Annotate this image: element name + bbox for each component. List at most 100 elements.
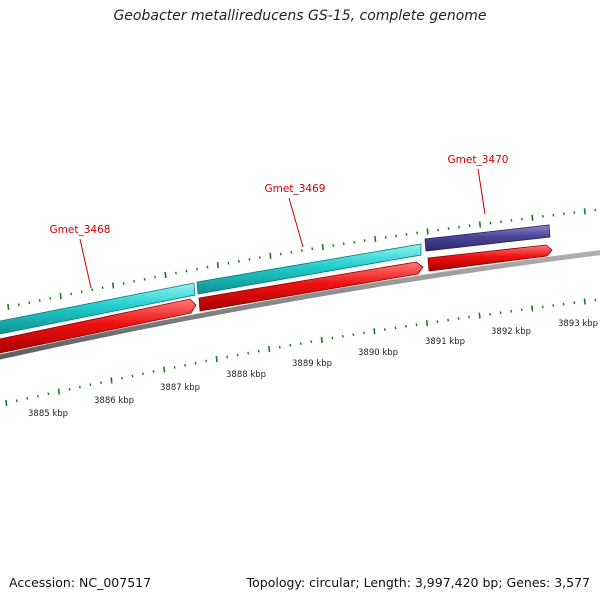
minor-tick	[541, 305, 544, 309]
major-tick	[583, 208, 586, 215]
genome-summary-text: Topology: circular; Length: 3,997,420 bp…	[246, 575, 590, 590]
minor-tick	[101, 286, 104, 289]
kbp-label: 3892 kbp	[491, 327, 531, 337]
minor-tick	[28, 301, 31, 305]
minor-tick	[47, 392, 50, 396]
minor-tick	[341, 334, 344, 338]
minor-tick	[227, 261, 230, 265]
minor-tick	[311, 247, 314, 251]
minor-tick	[510, 218, 513, 222]
minor-tick	[552, 213, 555, 217]
major-tick	[269, 252, 272, 259]
minor-tick	[468, 315, 471, 319]
minor-tick	[121, 376, 123, 380]
gene-track	[0, 244, 553, 354]
minor-tick	[196, 267, 198, 271]
minor-tick	[562, 302, 565, 306]
gene-arrow-gmet-3469[interactable]	[198, 261, 424, 312]
major-tick	[425, 320, 429, 327]
minor-tick	[185, 269, 188, 273]
major-tick	[373, 328, 376, 335]
minor-tick	[594, 298, 597, 302]
minor-tick	[489, 221, 492, 225]
minor-tick	[91, 288, 94, 292]
cds-block-gmet-3468[interactable]	[0, 282, 196, 335]
kbp-label: 3886 kbp	[94, 396, 134, 406]
minor-tick	[68, 387, 71, 391]
kbp-label: 3891 kbp	[425, 337, 465, 347]
major-tick	[59, 293, 62, 300]
minor-tick	[278, 345, 281, 349]
minor-tick	[447, 318, 450, 322]
minor-tick	[310, 340, 313, 344]
minor-tick	[405, 233, 408, 236]
minor-tick	[258, 256, 261, 260]
map-title: Geobacter metallireducens GS-15, complet…	[113, 8, 487, 24]
minor-tick	[594, 208, 597, 212]
minor-tick	[552, 304, 555, 307]
minor-tick	[49, 296, 52, 300]
minor-tick	[457, 317, 460, 320]
gene-label-gmet-3470[interactable]: Gmet_3470	[448, 154, 509, 166]
major-tick	[268, 346, 271, 353]
minor-tick	[78, 385, 81, 389]
gene-arrow-gmet-3470[interactable]	[427, 244, 553, 272]
minor-tick	[573, 211, 576, 214]
minor-tick	[331, 336, 334, 340]
minor-tick	[394, 326, 397, 330]
minor-tick	[38, 299, 41, 302]
minor-tick	[447, 227, 450, 230]
gene-label-gmet-3469[interactable]: Gmet_3469	[265, 183, 326, 195]
major-tick	[321, 244, 324, 251]
major-tick	[5, 399, 8, 407]
minor-tick	[562, 212, 565, 216]
minor-tick	[299, 342, 302, 345]
minor-tick	[173, 365, 176, 369]
minor-tick	[489, 312, 492, 316]
major-tick	[374, 235, 377, 243]
gene-label-gmet-3468[interactable]: Gmet_3468	[50, 224, 111, 236]
minor-tick	[184, 363, 187, 367]
leader-line-gmet-3470	[477, 168, 486, 215]
minor-tick	[520, 308, 523, 312]
minor-tick	[122, 281, 125, 285]
gene-label-leaders	[79, 168, 486, 289]
major-tick	[426, 228, 429, 235]
minor-tick	[17, 303, 20, 307]
minor-tick	[36, 394, 39, 398]
major-tick	[583, 298, 586, 305]
kbp-label: 3893 kbp	[558, 319, 598, 329]
minor-tick	[458, 225, 460, 229]
minor-tick	[500, 220, 502, 224]
minor-tick	[541, 215, 544, 218]
major-tick	[478, 312, 481, 319]
minor-tick	[236, 353, 239, 357]
minor-tick	[384, 236, 387, 239]
minor-tick	[499, 311, 502, 315]
minor-tick	[405, 324, 407, 328]
minor-tick	[80, 290, 83, 294]
minor-tick	[415, 323, 418, 327]
major-tick	[112, 282, 115, 289]
minor-tick	[70, 292, 73, 296]
minor-tick	[436, 320, 439, 324]
leader-line-gmet-3468	[79, 238, 92, 289]
major-tick	[531, 305, 534, 312]
minor-tick	[257, 349, 260, 353]
major-tick	[478, 221, 482, 228]
minor-tick	[289, 343, 292, 347]
minor-tick	[154, 275, 156, 279]
kbp-label: 3887 kbp	[160, 383, 200, 393]
gene-arrow-gmet-3468[interactable]	[0, 298, 197, 354]
accession-text: Accession: NC_007517	[9, 575, 152, 590]
minor-tick	[383, 328, 386, 331]
cds-block-gmet-3469[interactable]	[196, 243, 422, 295]
minor-tick	[573, 301, 576, 305]
cds-block-gmet-3470[interactable]	[424, 224, 551, 252]
minor-tick	[131, 374, 134, 378]
kbp-label: 3885 kbp	[28, 409, 68, 419]
minor-tick	[143, 277, 146, 281]
minor-tick	[237, 259, 240, 263]
